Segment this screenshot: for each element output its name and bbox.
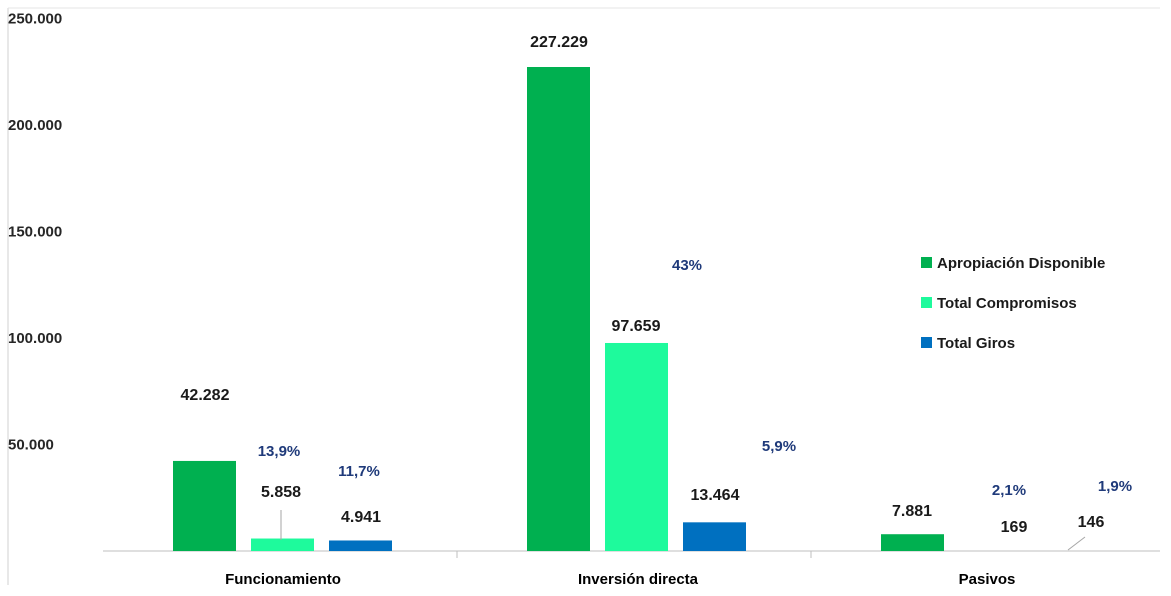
y-tick-label: 150.000: [8, 224, 62, 241]
category-label: Funcionamiento: [225, 571, 341, 588]
bar: [251, 538, 314, 551]
data-label: 5.858: [261, 484, 301, 501]
percent-label: 13,9%: [258, 443, 301, 460]
data-label: 227.229: [530, 34, 588, 51]
legend-label: Total Compromisos: [937, 295, 1077, 312]
percent-label: 1,9%: [1098, 478, 1132, 495]
data-label: 146: [1078, 514, 1105, 531]
y-tick-label: 250.000: [8, 11, 62, 28]
bar: [173, 460, 236, 551]
legend: Apropiación Disponible Total Compromisos T…: [921, 255, 1105, 352]
data-label: 7.881: [892, 503, 932, 520]
data-label: 97.659: [612, 318, 661, 335]
legend-label: Total Giros: [937, 335, 1015, 352]
bar: [329, 540, 392, 551]
percent-label: 2,1%: [992, 482, 1026, 499]
category-label: Inversión directa: [578, 571, 699, 588]
y-tick-label: 200.000: [8, 117, 62, 134]
bar: [605, 342, 668, 551]
percent-label: 5,9%: [762, 438, 796, 455]
bars: [173, 67, 944, 551]
percent-label: 43%: [672, 257, 702, 274]
category-labels: Funcionamiento Inversión directa Pasivos: [225, 571, 1015, 588]
legend-label: Apropiación Disponible: [937, 255, 1105, 272]
legend-swatch: [921, 337, 932, 348]
y-tick-label: 50.000: [8, 437, 54, 454]
data-label: 13.464: [691, 487, 740, 504]
leader-lines: [280, 510, 1086, 551]
data-label: 169: [1001, 519, 1028, 536]
data-label: 4.941: [341, 509, 381, 526]
bar: [683, 522, 746, 551]
category-label: Pasivos: [959, 571, 1016, 588]
bar: [527, 67, 590, 551]
leader-line: [1067, 536, 1086, 551]
legend-swatch: [921, 257, 932, 268]
data-label: 42.282: [181, 387, 230, 404]
bar: [881, 534, 944, 551]
y-tick-label: 100.000: [8, 330, 62, 347]
legend-swatch: [921, 297, 932, 308]
y-tick-labels: 250.000 200.000 150.000 100.000 50.000: [8, 11, 62, 454]
data-labels: 42.282 227.229 7.881 5.858 97.659 169 4.941 13.…: [181, 34, 1133, 536]
percent-label: 11,7%: [338, 463, 380, 480]
